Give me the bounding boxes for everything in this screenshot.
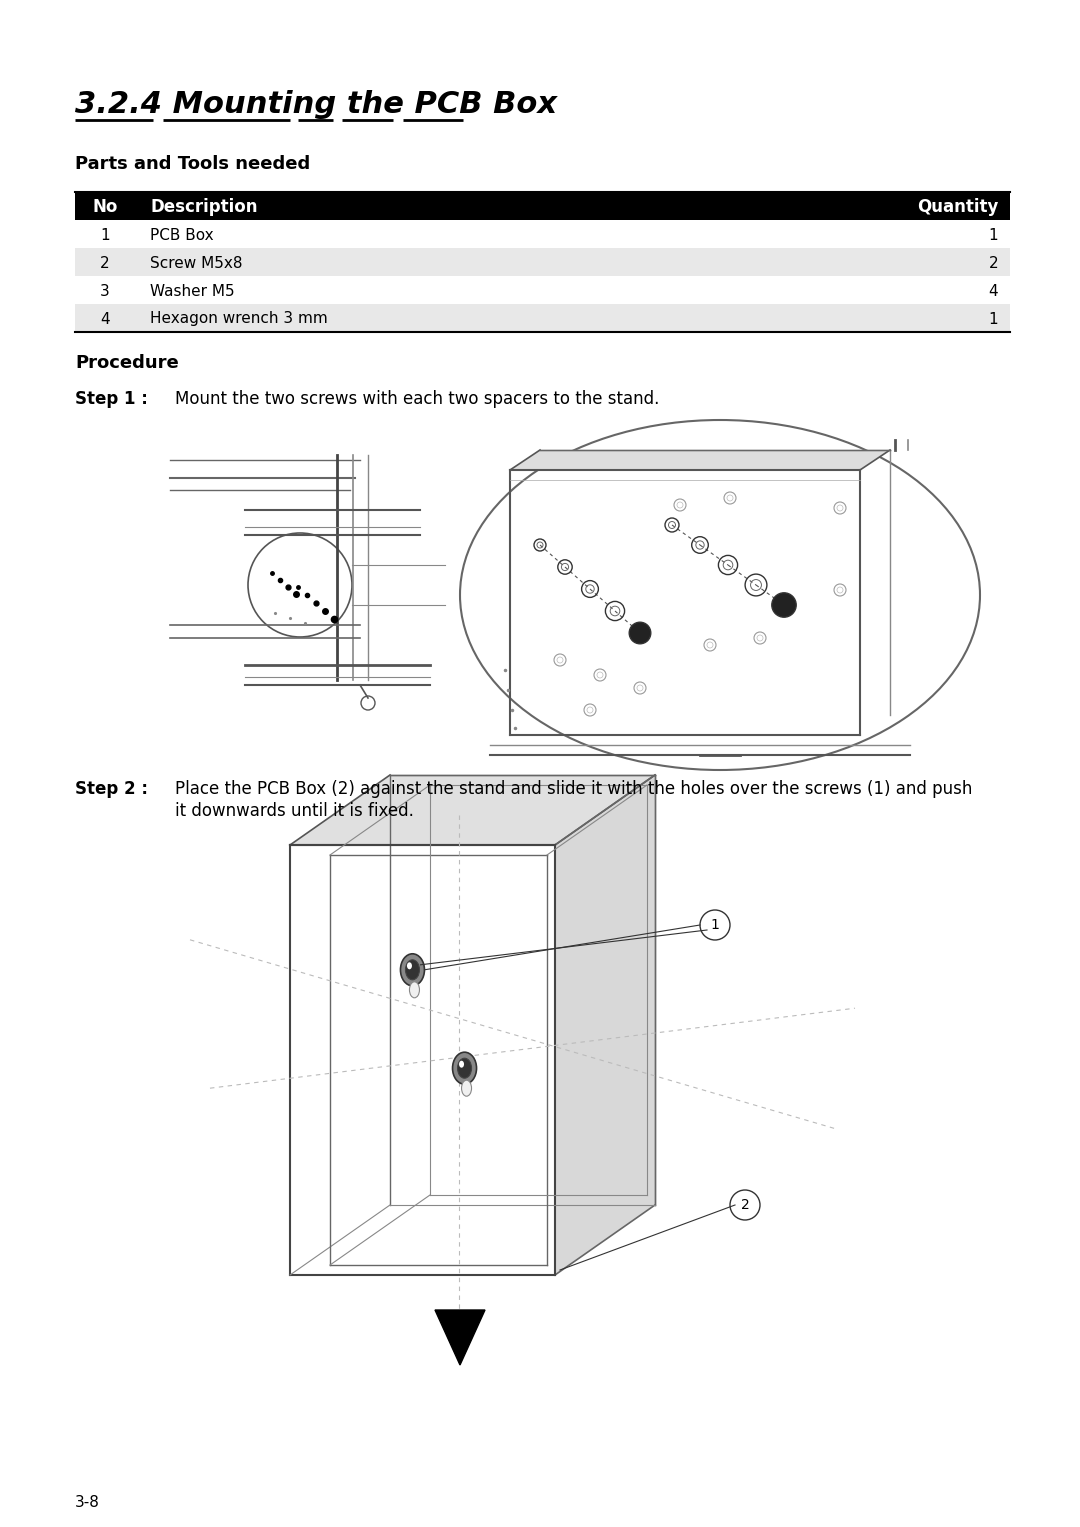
Text: 2: 2 bbox=[988, 255, 998, 270]
Text: 3.2.4 Mounting the PCB Box: 3.2.4 Mounting the PCB Box bbox=[75, 90, 557, 119]
Ellipse shape bbox=[401, 954, 424, 986]
Text: 1: 1 bbox=[988, 228, 998, 243]
Text: Place the PCB Box (2) against the stand and slide it with the holes over the scr: Place the PCB Box (2) against the stand … bbox=[175, 780, 972, 799]
Text: 2: 2 bbox=[100, 255, 110, 270]
Ellipse shape bbox=[407, 962, 411, 970]
Text: 3-8: 3-8 bbox=[75, 1495, 99, 1510]
Ellipse shape bbox=[405, 960, 419, 980]
Ellipse shape bbox=[459, 1061, 464, 1067]
Ellipse shape bbox=[458, 1058, 472, 1078]
Text: Step 1 :: Step 1 : bbox=[75, 389, 148, 408]
Text: 2: 2 bbox=[741, 1199, 750, 1212]
Circle shape bbox=[772, 592, 796, 617]
Bar bbox=[75, 192, 1010, 220]
Text: 4: 4 bbox=[100, 312, 110, 327]
Text: Description: Description bbox=[150, 199, 257, 215]
Polygon shape bbox=[291, 776, 654, 844]
Bar bbox=[75, 304, 1010, 331]
Text: Washer M5: Washer M5 bbox=[150, 284, 234, 298]
Text: Procedure: Procedure bbox=[75, 354, 179, 373]
Text: Step 2 :: Step 2 : bbox=[75, 780, 148, 799]
Text: Quantity: Quantity bbox=[917, 199, 998, 215]
Polygon shape bbox=[435, 1310, 485, 1365]
Text: Screw M5x8: Screw M5x8 bbox=[150, 255, 243, 270]
Text: 1: 1 bbox=[711, 918, 719, 931]
Text: 4: 4 bbox=[988, 284, 998, 298]
Ellipse shape bbox=[453, 1052, 476, 1084]
Text: 3: 3 bbox=[100, 284, 110, 298]
Text: PCB Box: PCB Box bbox=[150, 228, 214, 243]
Polygon shape bbox=[555, 776, 654, 1275]
Text: No: No bbox=[92, 199, 118, 215]
Text: 1: 1 bbox=[988, 312, 998, 327]
Text: 1: 1 bbox=[100, 228, 110, 243]
Text: Parts and Tools needed: Parts and Tools needed bbox=[75, 156, 310, 173]
Bar bbox=[75, 276, 1010, 304]
Polygon shape bbox=[510, 450, 890, 470]
Ellipse shape bbox=[409, 982, 419, 997]
Text: Mount the two screws with each two spacers to the stand.: Mount the two screws with each two space… bbox=[175, 389, 660, 408]
Text: it downwards until it is fixed.: it downwards until it is fixed. bbox=[175, 802, 414, 820]
Ellipse shape bbox=[461, 1080, 472, 1096]
Bar bbox=[75, 247, 1010, 276]
Bar bbox=[75, 220, 1010, 247]
Circle shape bbox=[630, 621, 651, 644]
Text: Hexagon wrench 3 mm: Hexagon wrench 3 mm bbox=[150, 312, 327, 327]
